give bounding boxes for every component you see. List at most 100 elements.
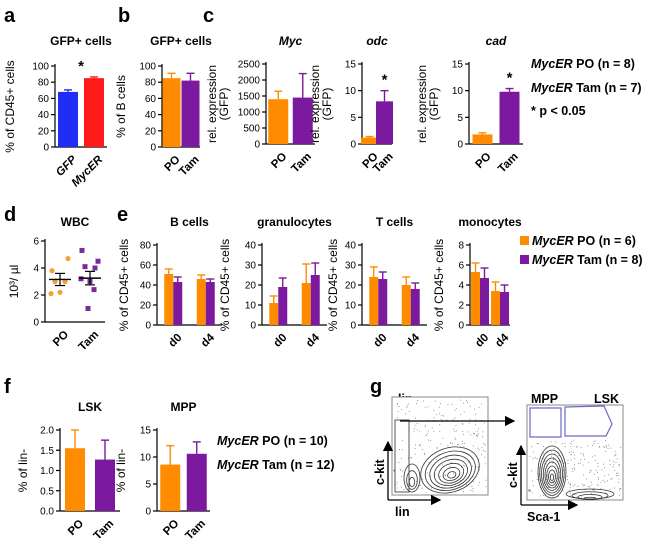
chart-f2-ytick-label: 5	[145, 480, 151, 491]
flow-event-dot	[618, 464, 620, 466]
flow-event-dot	[480, 454, 482, 456]
chart-f1-category-label: PO	[66, 518, 86, 538]
chart-e3-ytick-label: 20	[345, 281, 357, 292]
flow-event-dot	[550, 451, 552, 453]
flow-event-dot	[569, 484, 571, 486]
flow-event-dot	[615, 461, 617, 463]
chart-e2: granulocytes % of CD45+ cells 0 10 20 30 40 d0 d…	[218, 215, 332, 350]
flow-contour-line	[447, 471, 457, 479]
flow-event-dot	[416, 423, 418, 425]
chart-e2-ytick-label: 20	[245, 281, 257, 292]
chart-d-ylabel: 10³/ µl	[7, 265, 21, 299]
flow-event-dot	[597, 476, 599, 478]
flow-event-dot	[463, 443, 465, 445]
flow-event-dot	[470, 490, 472, 492]
flow-event-dot	[398, 406, 400, 408]
flow-event-dot	[401, 440, 403, 442]
flow-event-dot	[436, 414, 438, 416]
flow-event-dot	[397, 411, 399, 413]
chart-c3-bar	[472, 134, 493, 144]
flow-event-dot	[422, 449, 424, 451]
chart-e2-bar-tam	[278, 287, 288, 325]
chart-d-point-tam	[91, 287, 97, 293]
flow-event-dot	[401, 409, 403, 411]
chart-c2-bar	[361, 137, 378, 144]
flow-event-dot	[451, 443, 453, 445]
chart-c3-ytick-label: 15	[452, 60, 464, 71]
flow-event-dot	[422, 400, 424, 402]
flow-event-dot	[582, 485, 584, 487]
flow-event-dot	[592, 489, 594, 491]
flow-event-dot	[414, 428, 416, 430]
flow-right-x-label: Sca-1	[527, 510, 560, 524]
chart-d: WBC 10³/ µl 0 2 4 6 PO Tam	[7, 215, 105, 353]
flow-right-plot-frame	[526, 404, 624, 501]
flow-event-dot	[597, 485, 599, 487]
flow-event-dot	[553, 458, 555, 460]
chart-a-title: GFP+ cells	[50, 34, 112, 48]
flow-event-dot	[421, 487, 423, 489]
legend-c-significance: * p < 0.05	[531, 104, 586, 118]
chart-c2-ytick-label: 5	[350, 113, 356, 124]
flow-event-dot	[615, 472, 617, 474]
flow-event-dot	[600, 481, 602, 483]
legend-c: MycER PO (n = 8) MycER Tam (n = 7) * p <…	[531, 57, 642, 118]
chart-c2-ylabel-line2: (GFP)	[320, 88, 334, 121]
legend-e: MycER PO (n = 6) MycER Tam (n = 8)	[520, 234, 643, 267]
flow-event-dot	[476, 430, 478, 432]
flow-event-dot	[429, 440, 431, 442]
flow-event-dot	[588, 462, 590, 464]
flow-event-dot	[456, 430, 458, 432]
chart-c1-ylabel-line1: rel. expression	[205, 65, 219, 143]
flow-event-dot	[536, 478, 538, 480]
chart-c2-significance: *	[382, 72, 388, 89]
chart-a-ytick-label: 20	[38, 126, 50, 137]
flow-event-dot	[528, 489, 530, 491]
flow-event-dot	[458, 443, 460, 445]
chart-c1-category-label: Tam	[289, 151, 314, 176]
flow-event-dot	[418, 445, 420, 447]
flow-event-dot	[566, 475, 568, 477]
flow-event-dot	[582, 464, 584, 466]
flow-event-dot	[455, 439, 457, 441]
chart-e3-ytick-label: 40	[345, 241, 357, 252]
flow-event-dot	[540, 495, 542, 497]
chart-e4-ytick-label: 8	[458, 241, 464, 252]
flow-event-dot	[485, 463, 487, 465]
flow-event-dot	[563, 462, 565, 464]
flow-event-dot	[452, 418, 454, 420]
flow-event-dot	[463, 465, 465, 467]
chart-f1-ytick-label: 1.5	[40, 446, 54, 457]
flow-event-dot	[453, 471, 455, 473]
flow-event-dot	[416, 403, 418, 405]
flow-event-dot	[439, 430, 441, 432]
chart-e3-bar-po	[369, 277, 379, 325]
flow-event-dot	[395, 483, 397, 485]
chart-b-ytick-label: 80	[145, 78, 157, 89]
chart-d-ytick-label: 0	[33, 318, 39, 329]
flow-event-dot	[551, 460, 553, 462]
flow-event-dot	[583, 453, 585, 455]
chart-e3-bar-po	[401, 285, 411, 325]
flow-gate-mpp-label: MPP	[531, 392, 558, 406]
chart-a-ytick-label: 100	[32, 62, 49, 73]
chart-b-ylabel: % of B cells	[114, 75, 128, 138]
flow-event-dot	[561, 443, 563, 445]
flow-event-dot	[484, 450, 486, 452]
flow-event-dot	[571, 440, 573, 442]
flow-contour-line	[544, 461, 560, 489]
flow-event-dot	[426, 472, 428, 474]
flow-event-dot	[607, 447, 609, 449]
flow-event-dot	[408, 410, 410, 412]
flow-event-dot	[461, 423, 463, 425]
chart-d-ytick-label: 4	[33, 264, 39, 275]
flow-event-dot	[572, 451, 574, 453]
flow-event-dot	[591, 484, 593, 486]
chart-f1: LSK % of lin- 0.0 0.5 1.0 1.5 2.0 PO Tam	[16, 400, 120, 541]
flow-event-dot	[613, 464, 615, 466]
flow-event-dot	[544, 460, 546, 462]
flow-event-dot	[443, 415, 445, 417]
flow-event-dot	[584, 484, 586, 486]
flow-event-dot	[414, 447, 416, 449]
flow-event-dot	[396, 403, 398, 405]
